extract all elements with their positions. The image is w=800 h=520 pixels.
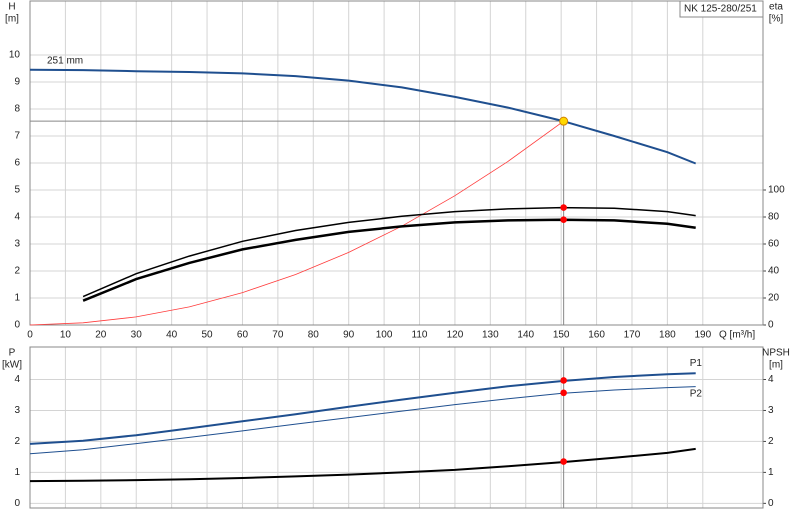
y-tick-label: 9 xyxy=(14,77,20,88)
x-tick-label: 140 xyxy=(517,330,534,341)
y2-tick-label: 2 xyxy=(768,436,774,447)
series-label: P2 xyxy=(690,388,703,399)
duty-point xyxy=(560,377,567,384)
y-tick-label: 8 xyxy=(14,104,20,115)
x-tick-label: 110 xyxy=(412,330,428,341)
y2-tick-label: 1 xyxy=(768,467,774,478)
duty-point xyxy=(560,458,567,465)
y2-axis-label: [m] xyxy=(769,360,783,371)
y-axis-label: [m] xyxy=(5,14,19,25)
x-tick-label: 50 xyxy=(201,330,213,341)
x-tick-label: 70 xyxy=(272,330,284,341)
y2-tick-label: 60 xyxy=(768,239,780,250)
series-line xyxy=(29,372,696,445)
series-line xyxy=(29,447,696,483)
x-tick-label: 40 xyxy=(166,330,178,341)
duty-point xyxy=(560,389,567,397)
y-tick-label: 4 xyxy=(14,374,20,385)
y2-tick-label: 100 xyxy=(768,185,785,196)
x-tick-label: 10 xyxy=(60,330,72,341)
y-tick-label: 5 xyxy=(14,185,20,196)
chart-title: NK 125-280/251 xyxy=(684,4,757,15)
x-tick-label: 180 xyxy=(659,330,676,341)
y2-tick-label: 0 xyxy=(768,498,774,509)
series-label: P1 xyxy=(690,358,703,369)
y-tick-label: 0 xyxy=(14,320,20,331)
x-tick-label: 0 xyxy=(27,330,33,341)
plot-frame xyxy=(29,0,764,326)
y-axis-label: P xyxy=(9,348,16,359)
y2-axis-label: NPSH xyxy=(762,348,790,359)
x-tick-label: 60 xyxy=(237,330,249,341)
y2-tick-label: 80 xyxy=(768,212,780,223)
y2-axis-label: [%] xyxy=(769,14,784,25)
y-tick-label: 4 xyxy=(14,212,20,223)
series-line xyxy=(82,206,696,298)
title-box xyxy=(679,0,764,18)
y-tick-label: 6 xyxy=(14,158,20,169)
y2-tick-label: 3 xyxy=(768,405,774,416)
y2-tick-label: 0 xyxy=(768,320,774,331)
y-tick-label: 1 xyxy=(14,293,20,304)
x-tick-label: 150 xyxy=(553,330,570,341)
series-line xyxy=(29,68,697,165)
duty-point xyxy=(560,216,567,223)
y2-tick-label: 40 xyxy=(768,266,780,277)
x-tick-label: 80 xyxy=(308,330,320,341)
y-tick-label: 2 xyxy=(14,436,20,447)
x-tick-label: 160 xyxy=(588,330,605,341)
x-tick-label: 120 xyxy=(447,330,464,341)
duty-point xyxy=(559,116,569,126)
series-line xyxy=(82,218,696,302)
x-tick-label: 30 xyxy=(131,330,143,341)
x-tick-label: 170 xyxy=(624,330,641,341)
series-line xyxy=(29,386,696,455)
y2-tick-label: 20 xyxy=(768,293,780,304)
y-tick-label: 7 xyxy=(14,131,20,142)
y-tick-label: 0 xyxy=(14,498,20,509)
y-tick-label: 3 xyxy=(14,405,20,416)
series-line xyxy=(29,120,564,326)
x-axis-label: Q [m³/h] xyxy=(719,330,755,341)
x-tick-label: 90 xyxy=(343,330,355,341)
y-axis-label: [kW] xyxy=(2,360,22,371)
y-tick-label: 10 xyxy=(9,50,21,61)
y-axis-label: H xyxy=(8,2,15,13)
x-tick-label: 190 xyxy=(694,330,711,341)
y-tick-label: 1 xyxy=(14,467,20,478)
y-tick-label: 3 xyxy=(14,239,20,250)
annotation: 251 mm xyxy=(47,56,83,67)
x-tick-label: 100 xyxy=(376,330,393,341)
x-tick-label: 130 xyxy=(482,330,499,341)
y2-axis-label: eta xyxy=(769,2,783,13)
y2-tick-label: 4 xyxy=(768,374,774,385)
x-tick-label: 20 xyxy=(95,330,107,341)
plot-frame xyxy=(29,346,764,509)
duty-point xyxy=(560,204,567,211)
y-tick-label: 2 xyxy=(14,266,20,277)
